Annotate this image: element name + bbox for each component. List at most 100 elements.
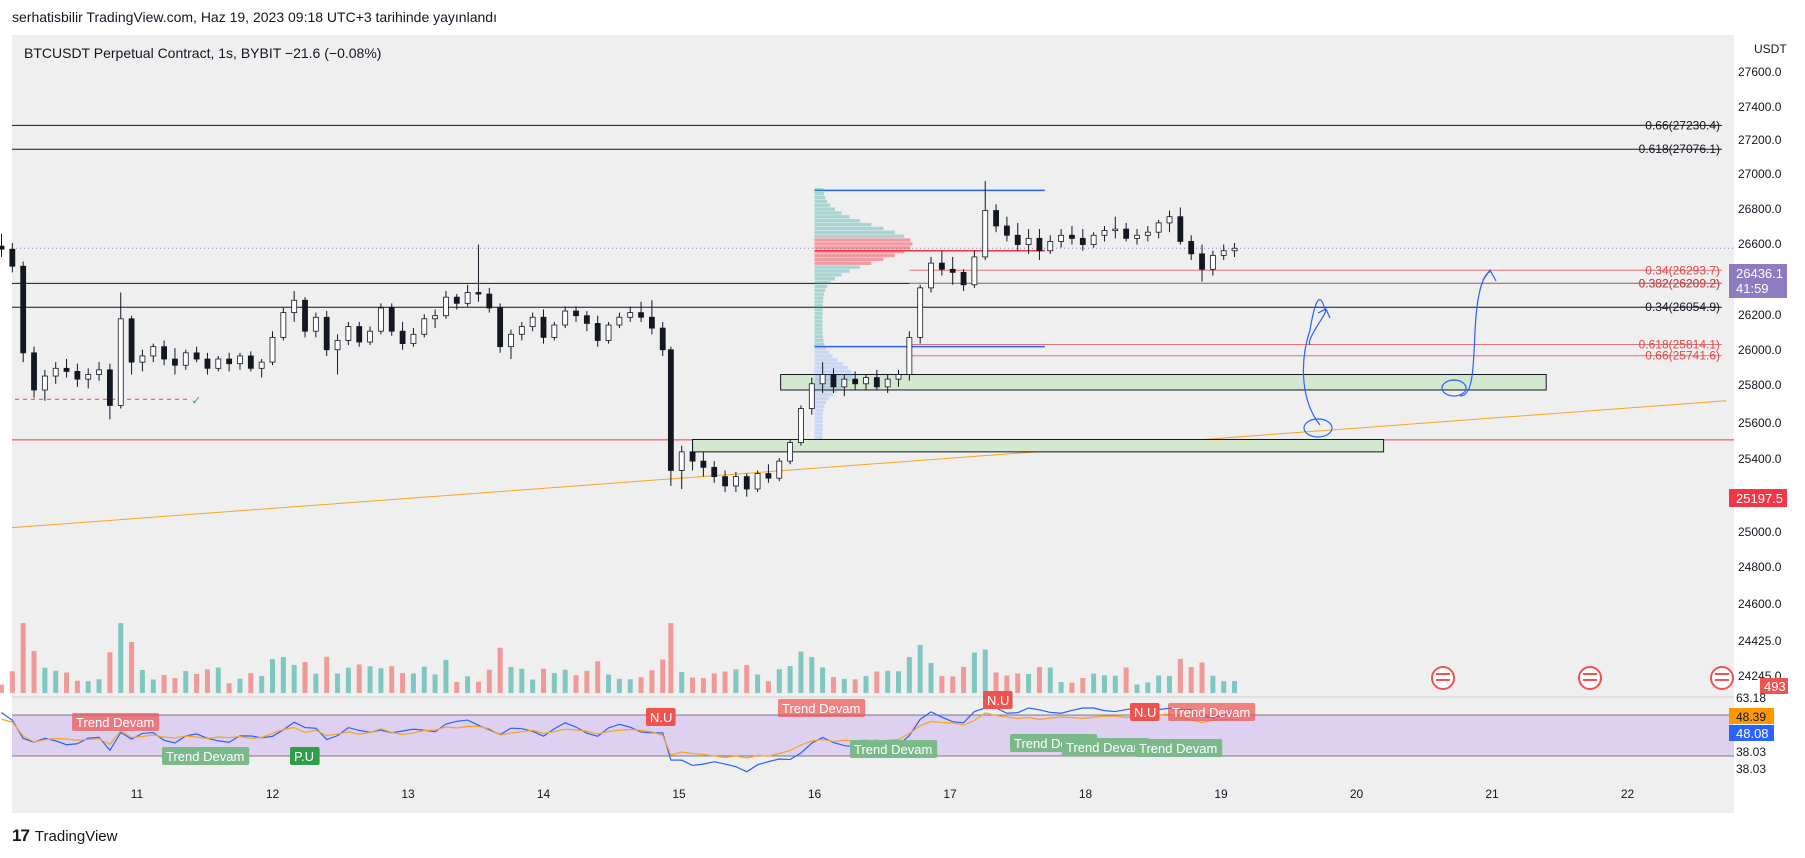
- volume-profile-bar: [814, 338, 824, 343]
- volume-profile-bar: [814, 311, 823, 316]
- volume-bar: [885, 670, 891, 693]
- volume-profile-bar: [814, 420, 823, 424]
- candle-body: [204, 358, 211, 369]
- volume-bar: [820, 667, 826, 693]
- volume-bar: [1123, 667, 1129, 693]
- trend-label-bg-11: [1135, 739, 1223, 757]
- candle-body: [1069, 234, 1075, 239]
- candle-body: [41, 375, 48, 391]
- volume-bar: [1004, 675, 1010, 693]
- candle-body: [1231, 247, 1238, 252]
- candle-body: [938, 262, 945, 270]
- volume-bar: [270, 659, 275, 693]
- candle-body: [540, 316, 547, 338]
- candle-body: [63, 367, 70, 372]
- candle-body: [573, 310, 579, 317]
- volume-bar: [378, 668, 384, 693]
- last-price-badge: [1729, 264, 1787, 298]
- volume-bar: [291, 665, 297, 693]
- volume-profile-bar: [814, 435, 823, 439]
- volume-profile-bar: [814, 253, 895, 258]
- volume-profile-bar: [814, 265, 860, 269]
- time-tick-7: 18: [1079, 787, 1093, 801]
- us-flag-icon: [1431, 666, 1455, 690]
- candle-body: [841, 378, 848, 388]
- volume-bar: [1036, 667, 1042, 693]
- candle-body: [1220, 250, 1227, 256]
- trend-label-bg-6: [850, 740, 938, 758]
- volume-bar: [432, 674, 438, 693]
- volume-bar: [172, 678, 178, 693]
- volume-bar: [841, 678, 847, 693]
- price-tick-0: 27600.0: [1738, 65, 1782, 79]
- candle-body: [172, 358, 178, 366]
- us-flag-icon: [1710, 666, 1734, 690]
- trend-label-3: N.U: [650, 710, 672, 725]
- volume-bar: [1058, 682, 1064, 693]
- volume-bar: [465, 676, 471, 693]
- candle-body: [453, 296, 460, 304]
- flag-stripe: [1583, 673, 1597, 675]
- volume-profile-bar: [814, 226, 884, 231]
- volume-profile-bar: [814, 222, 872, 227]
- trend-label-6: Trend Devam: [854, 742, 932, 757]
- time-tick-2: 13: [401, 787, 415, 801]
- volume-bar: [551, 673, 557, 693]
- candle-body: [678, 451, 685, 471]
- trend-label-4: Trend Devam: [782, 701, 860, 716]
- volume-profile-bar: [814, 389, 838, 393]
- volume-bar: [389, 666, 395, 693]
- volume-profile-bar: [814, 327, 823, 331]
- volume-profile-bar: [814, 365, 848, 370]
- volume-profile-bar: [814, 385, 843, 389]
- last-price-value: 26436.1: [1736, 266, 1783, 281]
- trend-label-1: Trend Devam: [166, 749, 244, 764]
- published-header: serhatisbilir TradingView.com, Haz 19, 2…: [12, 9, 497, 25]
- volume-bar: [530, 679, 536, 693]
- candle-body: [1090, 234, 1097, 245]
- volume-profile-bar: [814, 369, 852, 374]
- candle-body: [659, 327, 666, 351]
- candle-body: [464, 292, 471, 304]
- footer-brand[interactable]: 17 TradingView: [12, 826, 117, 846]
- volume-bar: [1069, 682, 1075, 693]
- volume-bar: [917, 645, 923, 693]
- trend-label-9: N.U: [1134, 705, 1156, 720]
- rsi-tick-0: 63.18: [1736, 691, 1766, 705]
- volume-bar: [302, 662, 308, 693]
- volume-profile-bar: [814, 242, 913, 246]
- volume-profile-bar: [814, 408, 824, 412]
- us-flag-icon: [1578, 666, 1602, 690]
- candle-body: [928, 262, 934, 289]
- volume-profile-bar: [814, 400, 827, 405]
- tradingview-logo-icon: 17: [12, 826, 30, 845]
- level-label-1: 0.618(27076.1): [1639, 142, 1720, 156]
- volume-profile-bar: [814, 188, 824, 192]
- volume-bar: [711, 673, 717, 693]
- volume-bar: [939, 676, 945, 693]
- candle-body: [323, 316, 330, 351]
- volume-bar: [595, 661, 601, 693]
- volume-bar: [787, 666, 793, 693]
- trend-label-5: N.U: [987, 693, 1009, 708]
- time-tick-5: 16: [808, 787, 822, 801]
- candle-body: [776, 460, 783, 479]
- candle-body: [1014, 234, 1021, 245]
- volume-profile-bar: [814, 427, 823, 432]
- candle-body: [247, 355, 254, 369]
- rsi-tick-4: 38.03: [1736, 762, 1766, 776]
- candle-body: [410, 333, 417, 344]
- candle-body: [367, 330, 373, 343]
- volume-bar: [324, 656, 330, 693]
- candle-body: [475, 292, 482, 295]
- price-tick-14: 24800.0: [1738, 560, 1782, 574]
- volume-bar: [64, 672, 70, 693]
- candle-body: [356, 326, 363, 343]
- volume-bar: [237, 678, 243, 693]
- candle-body: [269, 336, 276, 363]
- trend-label-8: Trend Devam: [1066, 740, 1144, 755]
- candle-body: [819, 374, 826, 385]
- drawn-arrow-1: [1302, 299, 1326, 426]
- volume-bar: [874, 671, 880, 693]
